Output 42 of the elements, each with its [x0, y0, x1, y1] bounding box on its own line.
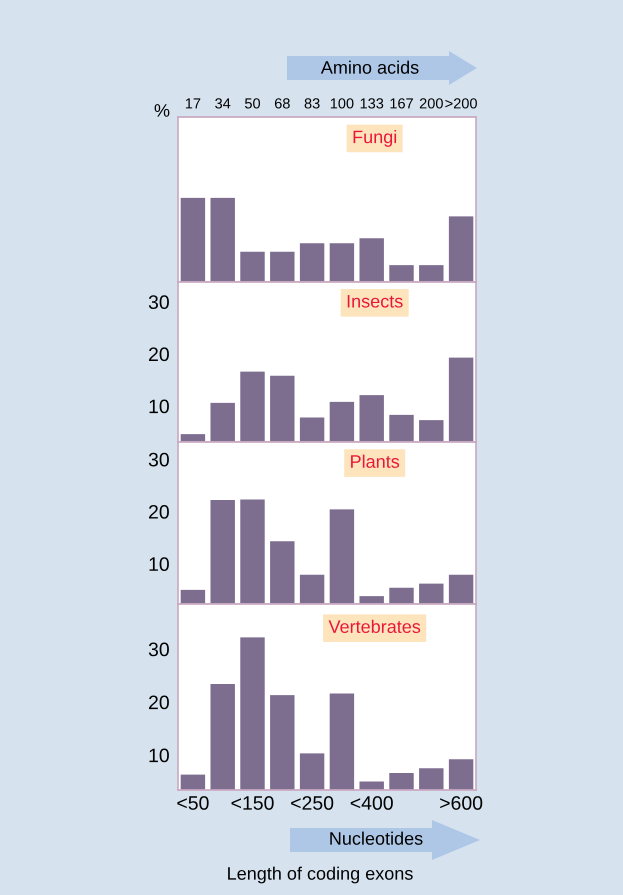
- bar: [419, 265, 444, 282]
- y-tick-label: 10: [150, 400, 169, 414]
- x-tick-label: 100: [330, 98, 354, 109]
- x-tick-label: 68: [274, 98, 290, 109]
- text: Vertebrates: [328, 620, 420, 634]
- y-tick-label: 20: [149, 347, 169, 362]
- x-tick-label: 17: [186, 98, 200, 108]
- bar: [389, 265, 414, 282]
- x-axis-title: Nucleotides: [330, 832, 423, 845]
- x2-axis-title: Amino acids: [320, 60, 419, 74]
- x-tick-label: >600: [440, 796, 482, 810]
- x-tick-label: 83: [304, 98, 320, 109]
- y-tick-label: 10: [150, 748, 169, 762]
- x-tick-label: <250: [291, 796, 334, 810]
- x-tick-label: <150: [232, 796, 274, 810]
- x-tick-label: 133: [360, 98, 384, 109]
- y-tick-label: 30: [148, 642, 169, 656]
- x-tick-label: 200: [420, 98, 443, 109]
- bar: [240, 252, 265, 282]
- bar: [180, 198, 206, 282]
- y-tick-label: 20: [149, 696, 169, 710]
- x-tick-label: <400: [350, 796, 393, 810]
- text: Insects: [348, 295, 403, 308]
- x-tick-label: >200: [445, 98, 477, 109]
- x-tick-label: <50: [177, 796, 209, 810]
- y-tick-label: 30: [148, 295, 169, 310]
- bar: [270, 252, 295, 282]
- chart-title: Fungi: [354, 130, 396, 147]
- x-tick-label: 167: [390, 98, 413, 109]
- bar: [300, 243, 324, 282]
- text: Length of coding exons: [228, 866, 413, 884]
- bar: [359, 238, 384, 282]
- y-tick-label: 30: [148, 452, 169, 466]
- text: Plants: [351, 454, 400, 468]
- bar: [448, 216, 474, 282]
- y-tick-label: 10: [150, 557, 169, 571]
- y-axis-title: %: [154, 104, 170, 117]
- x-tick-label: 34: [215, 98, 230, 109]
- bar: [210, 198, 235, 282]
- x-tick-label: 50: [244, 98, 260, 109]
- y-tick-label: 20: [149, 504, 169, 519]
- bar: [330, 243, 354, 282]
